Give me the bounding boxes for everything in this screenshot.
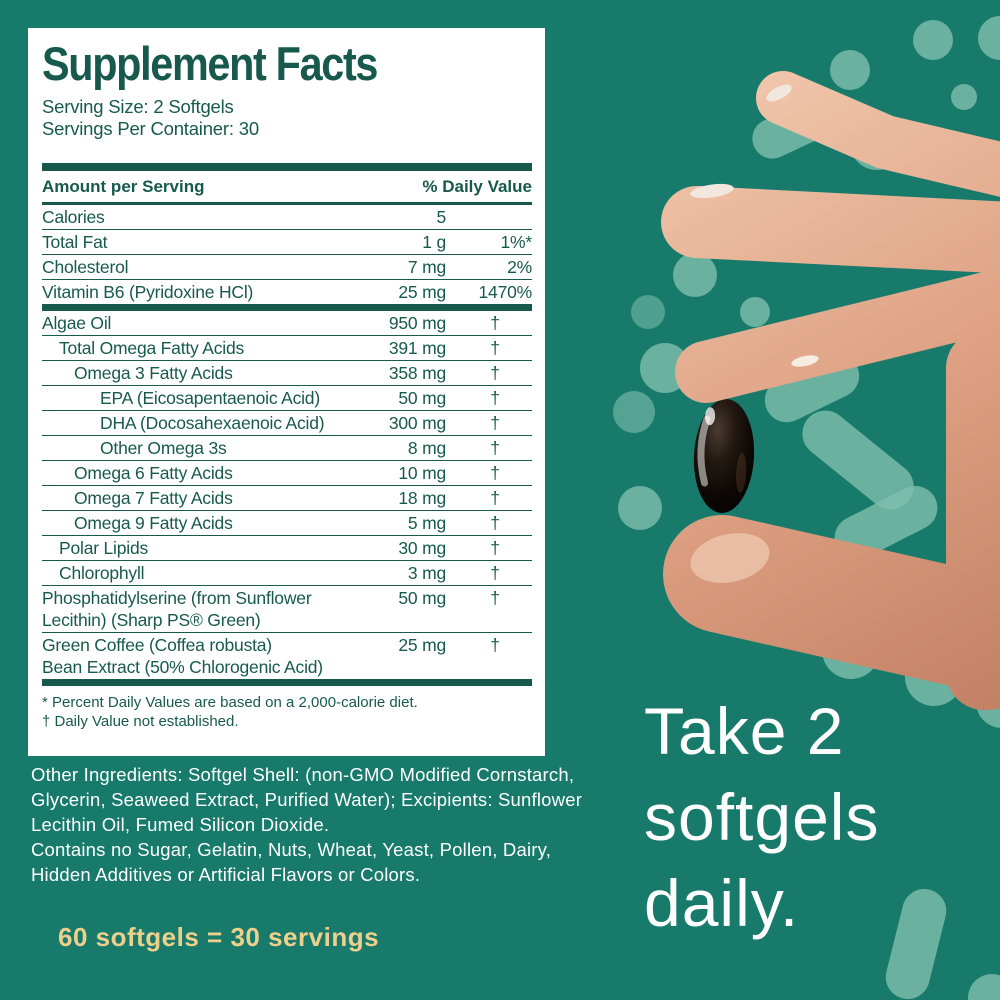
nutrient-name: Total Omega Fatty Acids (59, 337, 245, 358)
nutrient-name: Vitamin B6 (Pyridoxine HCl) (42, 281, 254, 302)
nutrient-row: Omega 9 Fatty Acids 5 mg † (42, 511, 532, 536)
nutrient-row: Omega 6 Fatty Acids 10 mg † (42, 461, 532, 486)
nutrient-daily-value: 1470% (478, 281, 533, 302)
tagline-line-2: softgels (644, 780, 880, 854)
nutrient-name: Polar Lipids (59, 537, 149, 558)
nutrient-daily-value: 1%* (500, 231, 532, 252)
servings-per-container: Servings Per Container: 30 (42, 118, 259, 139)
nutrient-name: Algae Oil (42, 312, 112, 333)
nutrient-daily-value: † (490, 337, 500, 358)
table-header: Amount per Serving % Daily Value (42, 171, 532, 202)
nutrient-table: Calories 5 Total Fat 1 g 1%* Cholesterol 7 mg 2… (42, 205, 532, 679)
nutrient-amount: 300 mg (388, 412, 446, 433)
nutrient-amount: 1 g (422, 231, 446, 252)
divider-thick (42, 303, 532, 311)
contains-statement: Contains no Sugar, Gelatin, Nuts, Wheat,… (31, 839, 552, 885)
nutrient-row: Calories 5 (42, 205, 532, 230)
footnote-daily-values: * Percent Daily Values are based on a 2,… (42, 693, 418, 711)
footnote-dagger: † Daily Value not established. (42, 713, 239, 730)
nutrient-daily-value: † (490, 562, 500, 583)
nutrient-daily-value: † (490, 512, 500, 533)
nutrient-row: Other Omega 3s 8 mg † (42, 436, 532, 461)
nutrient-daily-value: † (490, 537, 500, 558)
panel-title: Supplement Facts (42, 37, 378, 90)
nutrient-name: Omega 3 Fatty Acids (74, 362, 233, 383)
supplement-facts-panel: Supplement Facts Serving Size: 2 Softgel… (28, 28, 545, 756)
nutrient-name: DHA (Docosahexaenoic Acid) (100, 412, 325, 433)
nutrient-name: EPA (Eicosapentaenoic Acid) (100, 387, 320, 408)
nutrient-row: Green Coffee (Coffea robusta) Bean Extra… (42, 633, 532, 679)
footnotes: * Percent Daily Values are based on a 2,… (42, 686, 532, 732)
nutrient-row: Omega 3 Fatty Acids 358 mg † (42, 361, 532, 386)
nutrient-amount: 5 mg (407, 512, 446, 533)
nutrient-daily-value: † (490, 487, 500, 508)
nutrient-amount: 7 mg (407, 256, 446, 277)
nutrient-daily-value: † (490, 462, 500, 483)
nutrient-row: Total Omega Fatty Acids 391 mg † (42, 336, 532, 361)
nutrient-name: Total Fat (42, 231, 108, 252)
nutrient-daily-value: 2% (507, 256, 532, 277)
divider-thick (42, 163, 532, 171)
nutrient-row: Vitamin B6 (Pyridoxine HCl) 25 mg 1470% (42, 280, 532, 304)
nutrient-name: Omega 7 Fatty Acids (74, 487, 233, 508)
nutrient-amount: 391 mg (388, 337, 446, 358)
nutrient-daily-value: † (490, 387, 500, 408)
nutrient-row: Chlorophyll 3 mg † (42, 561, 532, 586)
nutrient-name: Chlorophyll (59, 562, 145, 583)
nutrient-row: Phosphatidylserine (from Sunflower Lecit… (42, 586, 532, 633)
nutrient-name: Green Coffee (Coffea robusta) Bean Extra… (42, 634, 323, 677)
col-daily-value: % Daily Value (422, 177, 532, 196)
nutrient-name: Omega 9 Fatty Acids (74, 512, 233, 533)
nutrient-row: EPA (Eicosapentaenoic Acid) 50 mg † (42, 386, 532, 411)
softgel-pill (693, 399, 755, 513)
nutrient-daily-value: † (490, 587, 500, 608)
nutrient-daily-value: † (490, 312, 500, 333)
nutrient-daily-value: † (490, 362, 500, 383)
nutrient-amount: 25 mg (398, 634, 446, 655)
nutrient-daily-value: † (490, 412, 500, 433)
nutrient-name: Phosphatidylserine (from Sunflower Lecit… (42, 587, 312, 630)
nutrient-name: Calories (42, 206, 105, 227)
nutrient-amount: 5 (436, 206, 446, 227)
nutrient-amount: 50 mg (398, 587, 446, 608)
nutrient-amount: 10 mg (398, 462, 446, 483)
nutrient-amount: 18 mg (398, 487, 446, 508)
nutrient-amount: 3 mg (407, 562, 446, 583)
nutrient-row: Total Fat 1 g 1%* (42, 230, 532, 255)
nutrient-amount: 950 mg (388, 312, 446, 333)
nutrient-row: Polar Lipids 30 mg † (42, 536, 532, 561)
nutrient-row: DHA (Docosahexaenoic Acid) 300 mg † (42, 411, 532, 436)
nutrient-name: Cholesterol (42, 256, 129, 277)
tagline-line-1: Take 2 (644, 694, 845, 768)
nutrient-row: Algae Oil 950 mg † (42, 311, 532, 336)
ingredients-block: Other Ingredients: Softgel Shell: (non-G… (31, 762, 609, 887)
nutrient-row: Omega 7 Fatty Acids 18 mg † (42, 486, 532, 511)
nutrient-amount: 8 mg (407, 437, 446, 458)
divider-thick (42, 678, 532, 686)
nutrient-amount: 50 mg (398, 387, 446, 408)
nutrient-amount: 25 mg (398, 281, 446, 302)
nutrient-name: Other Omega 3s (100, 437, 227, 458)
col-amount-per-serving: Amount per Serving (42, 177, 205, 196)
nutrient-row: Cholesterol 7 mg 2% (42, 255, 532, 280)
nutrient-daily-value: † (490, 634, 500, 655)
hand-icon (661, 71, 1000, 710)
tagline: Take 2 softgels daily. (644, 688, 879, 946)
nutrient-daily-value: † (490, 437, 500, 458)
nutrient-name: Omega 6 Fatty Acids (74, 462, 233, 483)
other-ingredients-text: Other Ingredients: Softgel Shell: (non-G… (31, 764, 583, 835)
nutrient-amount: 358 mg (388, 362, 446, 383)
serving-size: Serving Size: 2 Softgels (42, 96, 234, 117)
tagline-line-3: daily. (644, 866, 800, 940)
divider-medium (42, 202, 532, 205)
servings-equation: 60 softgels = 30 servings (58, 922, 380, 952)
nutrient-amount: 30 mg (398, 537, 446, 558)
fingernail-icon (690, 84, 819, 583)
